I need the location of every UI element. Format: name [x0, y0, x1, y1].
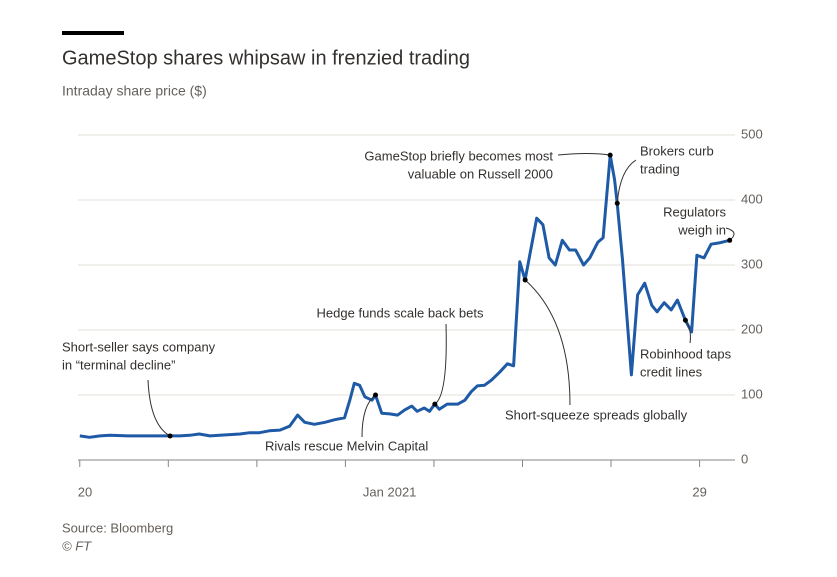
leader-line: [147, 379, 171, 437]
annotation-dot: [607, 152, 613, 158]
annotation-text: Brokers curb: [640, 143, 714, 158]
annotation-text: Short-squeeze spreads globally: [505, 407, 688, 422]
annotation-text: Hedge funds scale back bets: [317, 305, 484, 320]
annotation-dot: [167, 433, 173, 439]
price-line: [79, 153, 731, 439]
annotation-text: GameStop briefly becomes most: [364, 148, 553, 163]
annotation-text: valuable on Russell 2000: [408, 166, 553, 181]
chart-title: GameStop shares whipsaw in frenzied trad…: [62, 47, 470, 69]
y-tick-label: 400: [741, 191, 763, 206]
annotation-dot: [614, 200, 620, 206]
y-tick-label: 200: [741, 321, 763, 336]
annotations: Short-seller says company in “terminal de…: [62, 143, 735, 453]
y-tick-label: 0: [741, 451, 748, 466]
chart-subtitle: Intraday share price ($): [62, 83, 207, 99]
x-tick-label: 29: [692, 484, 706, 499]
annotation-dot: [373, 392, 379, 398]
y-tick-label: 300: [741, 256, 763, 271]
annotation-text: Rivals rescue Melvin Capital: [265, 438, 428, 453]
source: Source: Bloomberg: [62, 520, 173, 535]
grid: 0 100 200 300 400 500 20 Jan 2021 29: [78, 126, 763, 499]
annotation-text: Short-seller says company: [62, 339, 216, 354]
annotation-text: Robinhood taps: [640, 346, 732, 361]
leader-line: [524, 279, 571, 406]
leader-line: [434, 323, 447, 405]
annotation-dot: [522, 277, 528, 283]
annotation-text: in “terminal decline”: [62, 357, 175, 372]
annotation-dot: [432, 401, 438, 407]
annotation-dot: [727, 237, 733, 243]
credit: © FT: [62, 538, 92, 553]
leader-line: [557, 153, 611, 156]
annotation-text: credit lines: [640, 364, 703, 379]
y-tick-label: 500: [741, 126, 763, 141]
annotation-text: trading: [640, 161, 680, 176]
leader-line: [616, 159, 637, 204]
annotation-text: Regulators: [663, 204, 726, 219]
annotation-text: weigh in: [677, 222, 726, 237]
x-tick-label: 20: [78, 484, 92, 499]
leader-line: [361, 394, 376, 438]
y-tick-label: 100: [741, 386, 763, 401]
x-tick-label: Jan 2021: [363, 484, 417, 499]
plot: [79, 153, 731, 439]
annotation-dot: [682, 317, 688, 323]
brand-bar: [62, 31, 124, 35]
